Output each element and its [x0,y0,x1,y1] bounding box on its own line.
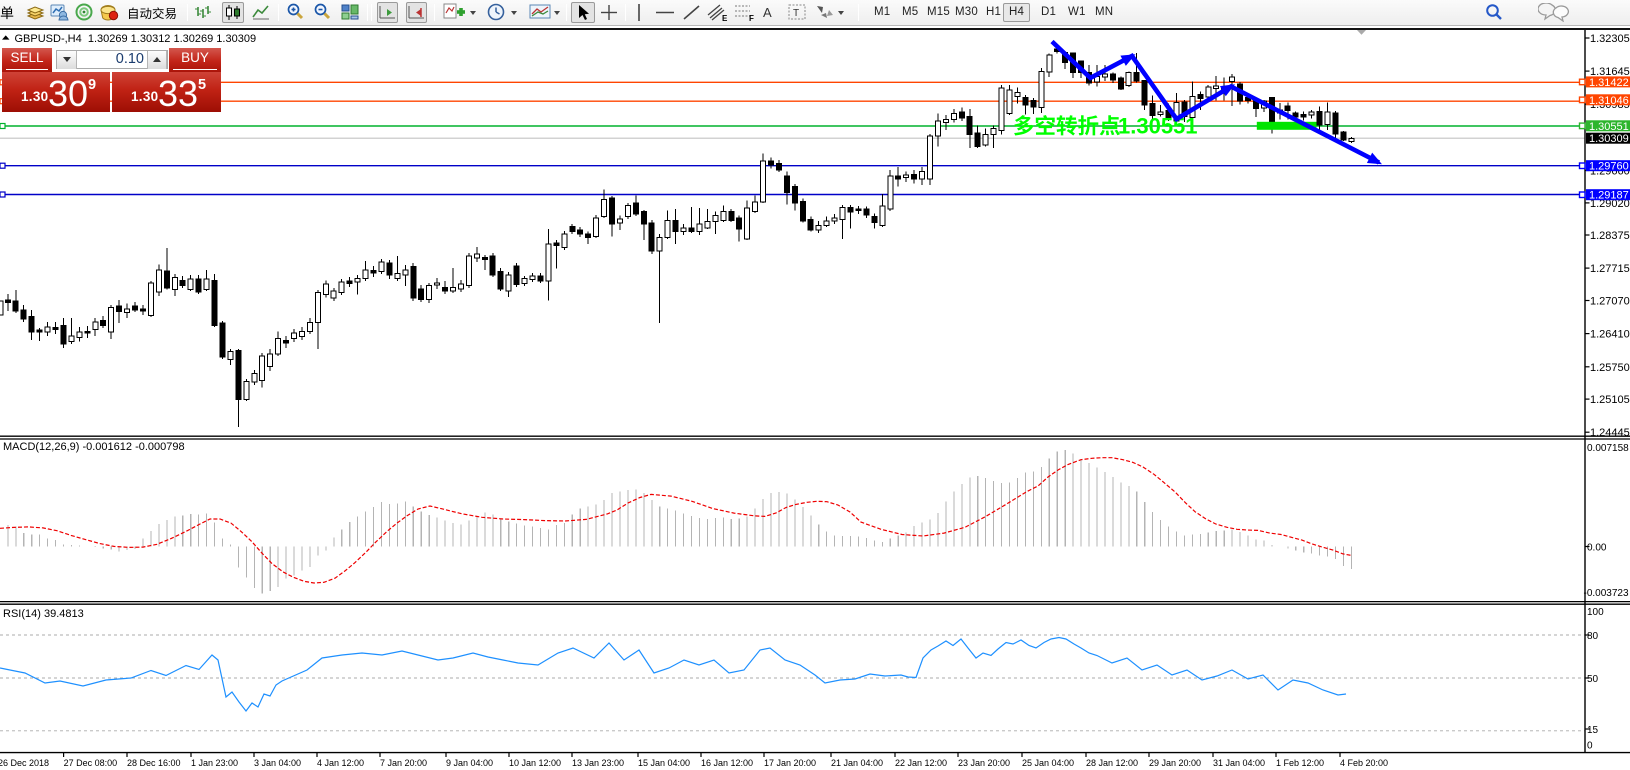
svg-text:1.27070: 1.27070 [1590,296,1630,308]
svg-text:0.00: 0.00 [1587,543,1607,554]
svg-text:E: E [722,14,728,22]
svg-text:21 Jan 04:00: 21 Jan 04:00 [831,758,883,768]
svg-text:T: T [793,8,799,19]
svg-text:100: 100 [1587,607,1604,618]
svg-text:1.30551: 1.30551 [1589,121,1629,133]
svg-text:0.007158: 0.007158 [1587,443,1629,454]
svg-text:1 Feb 12:00: 1 Feb 12:00 [1276,758,1324,768]
svg-text:F: F [749,14,754,22]
svg-text:15 Jan 04:00: 15 Jan 04:00 [638,758,690,768]
svg-text:23 Jan 20:00: 23 Jan 20:00 [958,758,1010,768]
svg-text:16 Jan 12:00: 16 Jan 12:00 [701,758,753,768]
svg-text:0: 0 [1587,741,1593,752]
svg-text:1.25105: 1.25105 [1590,394,1630,406]
svg-text:RSI(14) 39.4813: RSI(14) 39.4813 [3,608,84,620]
svg-text:15: 15 [1587,725,1599,736]
svg-text:1.24445: 1.24445 [1590,427,1630,439]
svg-text:50: 50 [1587,674,1599,685]
svg-text:10 Jan 12:00: 10 Jan 12:00 [509,758,561,768]
svg-text:1.30309: 1.30309 [1589,133,1629,145]
svg-text:29 Jan 20:00: 29 Jan 20:00 [1149,758,1201,768]
svg-text:1 Jan 23:00: 1 Jan 23:00 [191,758,238,768]
svg-text:7 Jan 20:00: 7 Jan 20:00 [380,758,427,768]
svg-text:3 Jan 04:00: 3 Jan 04:00 [254,758,301,768]
svg-text:1.26410: 1.26410 [1590,329,1630,341]
svg-text:1.28375: 1.28375 [1590,230,1630,242]
svg-text:1.31422: 1.31422 [1589,77,1629,89]
svg-text:1.25750: 1.25750 [1590,362,1630,374]
svg-text:26 Dec 2018: 26 Dec 2018 [0,758,49,768]
svg-text:25 Jan 04:00: 25 Jan 04:00 [1022,758,1074,768]
svg-text:27 Dec 08:00: 27 Dec 08:00 [64,758,118,768]
svg-text:13 Jan 23:00: 13 Jan 23:00 [572,758,624,768]
svg-text:28 Jan 12:00: 28 Jan 12:00 [1086,758,1138,768]
svg-text:22 Jan 12:00: 22 Jan 12:00 [895,758,947,768]
svg-text:9 Jan 04:00: 9 Jan 04:00 [446,758,493,768]
svg-text:1.31645: 1.31645 [1590,66,1630,78]
svg-text:31 Jan 04:00: 31 Jan 04:00 [1213,758,1265,768]
svg-text:1.29187: 1.29187 [1589,190,1629,202]
svg-text:28 Dec 16:00: 28 Dec 16:00 [127,758,181,768]
svg-text:1.32305: 1.32305 [1590,33,1630,45]
svg-text:1.29760: 1.29760 [1589,161,1629,173]
svg-text:4 Jan 12:00: 4 Jan 12:00 [317,758,364,768]
svg-text:80: 80 [1587,631,1599,642]
svg-text:MACD(12,26,9) -0.001612 -0.000: MACD(12,26,9) -0.001612 -0.000798 [3,441,185,453]
svg-text:17 Jan 20:00: 17 Jan 20:00 [764,758,816,768]
svg-text:1.31046: 1.31046 [1589,95,1629,107]
svg-text:1.30551: 1.30551 [1118,114,1198,139]
svg-text:-0.003723: -0.003723 [1584,588,1629,599]
svg-text:1.29020: 1.29020 [1590,198,1630,210]
svg-text:4 Feb 20:00: 4 Feb 20:00 [1340,758,1388,768]
svg-text:1.27715: 1.27715 [1590,263,1630,275]
